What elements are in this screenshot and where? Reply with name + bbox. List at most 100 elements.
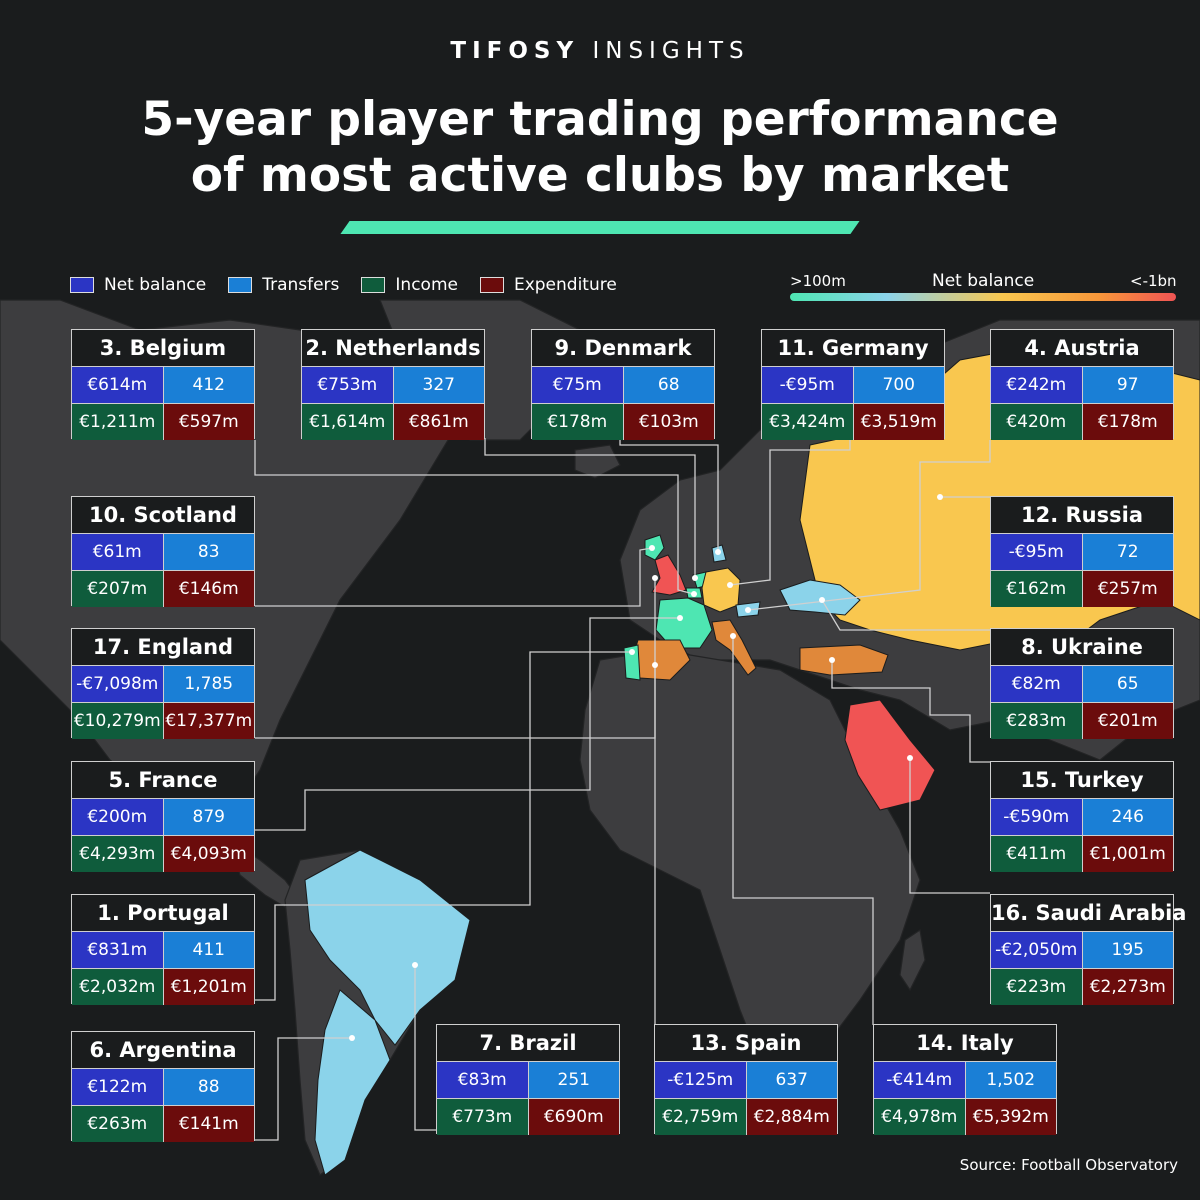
stat-row-top: €831m 411 (72, 932, 254, 968)
net-balance-value: €614m (72, 367, 163, 403)
iceland-landmass (574, 444, 621, 479)
expenditure-value: €690m (527, 1099, 619, 1135)
connector-austria (747, 440, 991, 611)
income-value: €263m (72, 1106, 163, 1142)
connector-netherlands (484, 438, 696, 578)
country-name: 10. Scotland (72, 497, 254, 534)
legend-label: Net balance (104, 275, 207, 295)
country-name: 9. Denmark (532, 330, 714, 367)
transfers-value: 251 (527, 1062, 619, 1098)
connector-denmark (619, 438, 719, 552)
transfers-value: 65 (1081, 666, 1173, 702)
stat-row-top: -€590m 246 (991, 799, 1173, 835)
page-title: 5-year player trading performance of mos… (0, 92, 1200, 204)
brand-bold: TIFOSY (450, 38, 580, 64)
expenditure-value: €141m (162, 1106, 254, 1142)
net-balance-value: €200m (72, 799, 163, 835)
net-balance-value: -€414m (874, 1062, 965, 1098)
connector-brazil (414, 965, 436, 1131)
connector-belgium (254, 440, 695, 595)
stat-row-bottom: €4,293m €4,093m (72, 835, 254, 872)
country-card: 6. Argentina €122m 88 €263m €141m (71, 1031, 255, 1142)
country-card: 12. Russia -€95m 72 €162m €257m (990, 496, 1174, 607)
source-note: Source: Football Observatory (959, 1156, 1178, 1174)
stat-row-bottom: €1,211m €597m (72, 403, 254, 440)
income-value: €1,614m (302, 404, 393, 440)
country-name: 5. France (72, 762, 254, 799)
net-balance-value: €75m (532, 367, 623, 403)
stat-row-top: €753m 327 (302, 367, 484, 403)
legend-item-transfers: Transfers (228, 275, 339, 295)
country-card: 11. Germany -€95m 700 €3,424m €3,519m (761, 329, 945, 440)
germany-shape (701, 567, 741, 613)
income-value: €2,759m (655, 1099, 746, 1135)
country-card: 2. Netherlands €753m 327 €1,614m €861m (301, 329, 485, 440)
country-name: 15. Turkey (991, 762, 1173, 799)
net-balance-value: €242m (991, 367, 1082, 403)
stat-row-top: €242m 97 (991, 367, 1173, 403)
transfers-value: 72 (1081, 534, 1173, 570)
expenditure-swatch (479, 277, 504, 293)
stat-row-bottom: €283m €201m (991, 702, 1173, 739)
net-balance-value: €122m (72, 1069, 163, 1105)
country-name: 7. Brazil (437, 1025, 619, 1062)
expenditure-value: €146m (162, 571, 254, 607)
income-value: €4,293m (72, 836, 163, 872)
legend-label: Transfers (262, 275, 340, 295)
stat-row-top: -€2,050m 195 (991, 932, 1173, 968)
expenditure-value: €3,519m (852, 404, 944, 440)
stat-row-top: €614m 412 (72, 367, 254, 403)
legend-label: Income (395, 275, 458, 295)
country-card: 16. Saudi Arabia -€2,050m 195 €223m €2,273m (990, 894, 1186, 1005)
scale-high-label: <-1bn (1130, 272, 1177, 290)
net-balance-swatch (70, 277, 94, 293)
connector-argentina (255, 1037, 352, 1141)
transfers-value: 1,502 (964, 1062, 1056, 1098)
country-card: 1. Portugal €831m 411 €2,032m €1,201m (71, 894, 255, 1005)
connector-germany (729, 438, 851, 586)
income-value: €223m (991, 969, 1082, 1005)
connector-dots (349, 494, 943, 1041)
portugal-shape (623, 644, 641, 681)
stat-row-top: €83m 251 (437, 1062, 619, 1098)
transfers-value: 97 (1081, 367, 1173, 403)
income-value: €207m (72, 571, 163, 607)
net-balance-value: €831m (72, 932, 163, 968)
country-name: 3. Belgium (72, 330, 254, 367)
transfers-value: 412 (162, 367, 254, 403)
stat-row-bottom: €420m €178m (991, 403, 1173, 440)
country-name: 2. Netherlands (302, 330, 484, 367)
stat-row-bottom: €162m €257m (991, 570, 1173, 607)
connector-portugal (255, 651, 632, 1001)
expenditure-value: €5,392m (964, 1099, 1056, 1135)
brazil-shape (304, 849, 471, 1046)
legend-item-net-balance: Net balance (70, 275, 206, 295)
net-balance-value: €82m (991, 666, 1082, 702)
expenditure-value: €1,001m (1081, 836, 1173, 872)
stat-row-top: -€95m 700 (762, 367, 944, 403)
income-value: €178m (532, 404, 623, 440)
turkey-shape (799, 644, 889, 676)
country-card: 10. Scotland €61m 83 €207m €146m (71, 496, 255, 607)
madagascar-landmass (899, 928, 926, 992)
country-name: 12. Russia (991, 497, 1173, 534)
country-card: 3. Belgium €614m 412 €1,211m €597m (71, 329, 255, 440)
legend-item-expenditure: Expenditure (479, 275, 617, 295)
expenditure-value: €201m (1081, 703, 1173, 739)
transfers-value: 88 (162, 1069, 254, 1105)
net-balance-value: €83m (437, 1062, 528, 1098)
net-balance-value: €753m (302, 367, 393, 403)
income-value: €2,032m (72, 969, 163, 1005)
stat-row-bottom: €2,032m €1,201m (72, 968, 254, 1005)
brand-header: TIFOSY INSIGHTS (0, 38, 1200, 64)
net-balance-value: -€590m (991, 799, 1082, 835)
country-card: 9. Denmark €75m 68 €178m €103m (531, 329, 715, 440)
country-card: 4. Austria €242m 97 €420m €178m (990, 329, 1174, 440)
transfers-value: 327 (392, 367, 484, 403)
stat-row-bottom: €263m €141m (72, 1105, 254, 1142)
brand-light: INSIGHTS (592, 38, 750, 64)
net-balance-value: -€7,098m (72, 666, 163, 702)
title-underline (340, 221, 860, 234)
country-card: 15. Turkey -€590m 246 €411m €1,001m (990, 761, 1174, 872)
country-name: 14. Italy (874, 1025, 1056, 1062)
